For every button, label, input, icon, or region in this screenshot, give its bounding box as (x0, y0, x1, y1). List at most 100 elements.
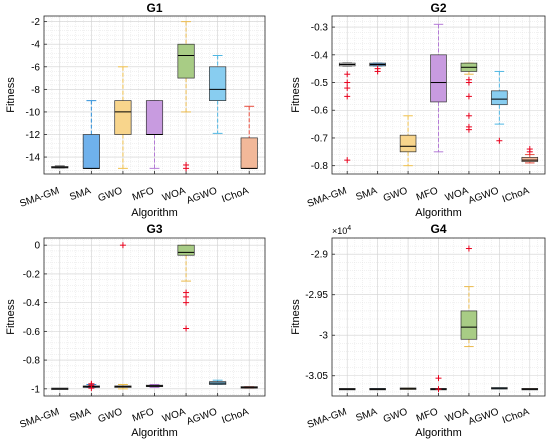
box-mfo (145, 384, 164, 388)
box-sma (369, 62, 386, 75)
y-tick-label: -12 (26, 130, 41, 141)
chart-panel-g4: -3.05 -3 -2.95 -2.9 ×104 SMA-GM SMA GWO MFO WOAAG… (290, 222, 546, 439)
iqr-box (521, 157, 539, 162)
outlier-marker (526, 148, 533, 155)
x-axis-label: Algorithm (415, 427, 461, 439)
y-axis-label: Fitness (290, 77, 302, 113)
chart-title: G3 (146, 222, 162, 236)
x-tick-label: SMA (68, 406, 92, 424)
y-tick-label: -0.7 (311, 133, 329, 144)
box-mfo (145, 100, 164, 169)
x-tick-label: MFO (131, 185, 156, 203)
x-axis-label: Algorithm (131, 427, 177, 439)
box-mfo (430, 23, 447, 153)
x-axis-label: Algorithm (415, 207, 461, 219)
box-sma (82, 380, 100, 392)
box-sma-gm (51, 387, 69, 390)
outlier-marker (119, 242, 126, 249)
chart-title: G4 (430, 222, 446, 236)
outlier-marker (465, 93, 472, 100)
y-tick-label: -3.05 (305, 371, 328, 382)
x-tick-label: IChoA (220, 406, 250, 426)
x-tick-label: AGWO (185, 406, 219, 427)
y-tick-label: -0.6 (23, 327, 41, 338)
box-ichoa (240, 105, 258, 169)
box-gwo (399, 115, 417, 167)
x-tick-label: GWO (382, 406, 409, 425)
x-tick-label: AGWO (467, 185, 501, 206)
y-tick-label: -2.95 (305, 290, 328, 301)
x-tick-label: SMA-GM (18, 185, 60, 209)
y-tick-label: -0.6 (311, 106, 329, 117)
x-tick-label: SMA-GM (306, 185, 348, 209)
x-tick-label: IChoA (220, 185, 250, 205)
x-tick-label: SMA (68, 185, 92, 203)
y-tick-label: -2.9 (311, 250, 329, 261)
x-tick-label: MFO (415, 185, 440, 203)
y-tick-label: -0.5 (311, 78, 329, 89)
outlier-marker (435, 375, 442, 382)
x-tick-label: GWO (382, 185, 409, 204)
y-exponent-label: ×104 (332, 225, 351, 236)
iqr-box (491, 90, 508, 106)
y-tick-label: -8 (31, 85, 40, 96)
box-woa (460, 62, 478, 133)
y-tick-label: -0.8 (311, 161, 329, 172)
outlier-marker (183, 165, 190, 172)
x-tick-label: MFO (131, 406, 156, 424)
y-tick-label: -0.4 (311, 50, 329, 61)
iqr-box (177, 244, 195, 256)
y-tick-label: -0.2 (23, 269, 41, 280)
y-tick-label: -2 (31, 17, 40, 28)
y-axis-label: Fitness (290, 299, 302, 335)
x-tick-label: SMA-GM (306, 406, 348, 430)
outlier-marker (374, 68, 381, 75)
box-agwo (209, 55, 227, 134)
box-agwo (491, 387, 508, 390)
y-axis-label: Fitness (5, 299, 17, 335)
outlier-marker (344, 79, 351, 86)
y-tick-label: 0 (34, 241, 40, 252)
chart-title: G2 (430, 1, 446, 15)
chart-panel-g3: -1 -0.8 -0.6 -0.4 -0.2 0 SMA-GM SMA GWO MFO WOAAGW… (5, 222, 266, 439)
y-tick-label: -10 (26, 107, 41, 118)
outlier-marker (344, 85, 351, 92)
y-tick-label: -0.3 (311, 23, 329, 34)
x-tick-label: AGWO (467, 406, 501, 427)
box-sma (369, 388, 386, 391)
box-sma (82, 100, 100, 169)
iqr-box (145, 100, 164, 135)
box-ichoa (521, 388, 539, 391)
outlier-marker (465, 245, 472, 252)
y-tick-label: -0.8 (23, 356, 41, 367)
y-tick-label: -3 (319, 331, 328, 342)
box-sma-gm (51, 165, 69, 169)
x-tick-label: WOA (161, 185, 188, 204)
outlier-marker (183, 325, 190, 332)
x-tick-label: IChoA (501, 185, 531, 205)
outlier-marker (435, 386, 442, 393)
y-axis-label: Fitness (5, 77, 17, 113)
box-woa (460, 245, 478, 348)
y-tick-label: -0.4 (23, 298, 41, 309)
outlier-marker (465, 112, 472, 119)
box-woa (177, 244, 195, 332)
y-tick-label: -6 (31, 62, 40, 73)
iqr-box (82, 134, 100, 169)
x-tick-label: AGWO (185, 185, 219, 206)
x-tick-label: SMA (355, 185, 379, 203)
x-tick-label: WOA (444, 185, 471, 204)
box-agwo (209, 379, 227, 386)
outlier-marker (465, 126, 472, 133)
box-sma-gm (338, 62, 356, 164)
box-mfo (430, 375, 447, 393)
x-tick-label: GWO (97, 406, 124, 425)
iqr-box (177, 43, 195, 79)
outlier-marker (465, 79, 472, 86)
box-ichoa (521, 146, 539, 164)
y-tick-label: -14 (26, 153, 41, 164)
y-exponent-power: 4 (347, 225, 351, 232)
chart-panel-g2: -0.8 -0.7 -0.6 -0.5 -0.4 -0.3 SMA-GM SMA GWO MFO W… (290, 1, 546, 219)
